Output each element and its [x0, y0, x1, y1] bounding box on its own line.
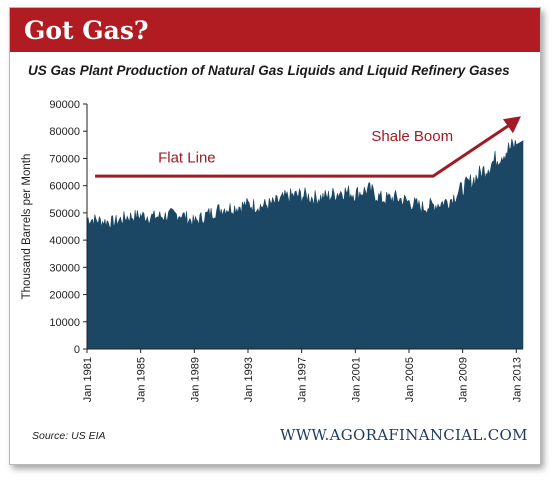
- y-axis: 0 10000 20000 30000 40000 50000 60000 70000 8000…: [21, 99, 88, 356]
- series-area-0: [86, 138, 524, 350]
- arrow-head: [502, 116, 521, 134]
- annotation-flat-line: Flat Line: [158, 150, 216, 167]
- x-tick-label-7: Jan 2009: [458, 357, 470, 402]
- y-axis-label: Thousand Barrels per Month: [21, 154, 33, 300]
- y-tick-label-0: 0: [74, 344, 80, 356]
- x-tick-label-6: Jan 2005: [404, 357, 416, 402]
- y-tick-label-3: 30000: [49, 262, 80, 274]
- x-tick-label-3: Jan 1993: [243, 357, 255, 402]
- x-tick-label-5: Jan 2001: [350, 357, 362, 402]
- chart-title: US Gas Plant Production of Natural Gas L…: [28, 63, 510, 78]
- y-tick-label-9: 90000: [49, 99, 80, 111]
- y-tick-label-7: 70000: [49, 153, 80, 165]
- website-link[interactable]: WWW.AGORAFINANCIAL.COM: [280, 426, 528, 444]
- x-tick-label-0: Jan 1981: [82, 357, 94, 402]
- banner-title: Got Gas?: [24, 16, 149, 45]
- x-tick-label-8: Jan 2013: [511, 357, 523, 402]
- x-tick-label-2: Jan 1989: [189, 357, 201, 402]
- y-tick-label-4: 40000: [49, 235, 80, 247]
- x-tick-label-1: Jan 1985: [136, 357, 148, 402]
- annotation-shale-boom: Shale Boom: [371, 128, 453, 145]
- y-tick-label-5: 50000: [49, 208, 80, 220]
- x-axis: Jan 1981 Jan 1985 Jan 1989 Jan 1993 Jan 1997…: [82, 348, 523, 402]
- source-note: Source: US EIA: [32, 430, 106, 442]
- annotation-layer: Flat Line Shale Boom: [95, 116, 521, 178]
- plot-layer: [86, 138, 524, 350]
- y-tick-label-6: 60000: [49, 181, 80, 193]
- y-tick-label-8: 80000: [49, 126, 80, 138]
- title-banner: Got Gas?: [10, 8, 540, 52]
- y-tick-label-2: 20000: [49, 290, 80, 302]
- trend-line: [95, 122, 512, 178]
- x-tick-label-4: Jan 1997: [297, 357, 309, 402]
- y-tick-label-1: 10000: [49, 317, 80, 329]
